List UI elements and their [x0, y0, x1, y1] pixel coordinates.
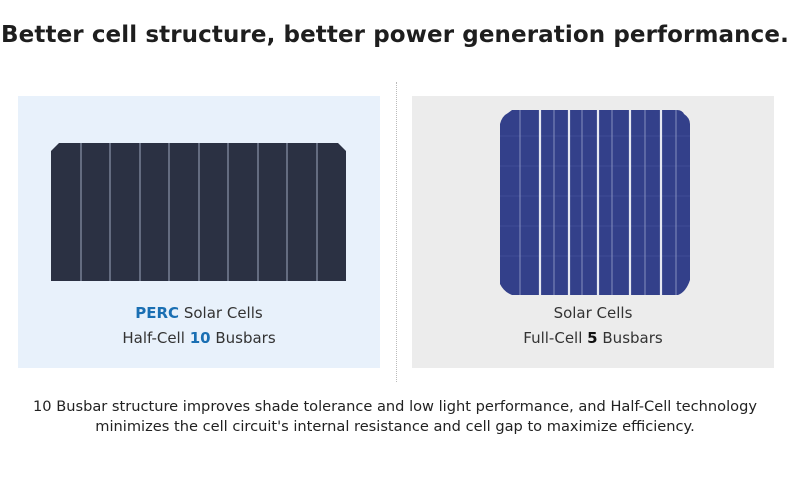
cell-type: PERC Solar Cells	[18, 304, 380, 322]
layout: Full-Cell	[523, 329, 583, 347]
thin-lines	[519, 110, 677, 295]
full-cell-panel: Solar Cells Full-Cell 5 Busbars	[412, 96, 774, 368]
busbar-info: Full-Cell 5 Busbars	[412, 329, 774, 347]
description: 10 Busbar structure improves shade toler…	[33, 398, 757, 435]
cell-name: PERC	[135, 304, 180, 322]
busbars	[80, 143, 318, 281]
busbar-unit: Busbars	[602, 329, 663, 347]
cell-label: Solar Cells	[183, 304, 263, 322]
cell-label: Solar Cells	[553, 304, 633, 322]
divider	[396, 82, 397, 382]
title: Better cell structure, better power gene…	[1, 22, 789, 48]
busbars	[538, 110, 663, 295]
full-cell-image	[500, 110, 690, 295]
layout: Half-Cell	[122, 329, 185, 347]
cell	[500, 110, 690, 295]
busbar-count: 10	[189, 329, 211, 347]
perc-panel: PERC Solar Cells Half-Cell 10 Busbars	[18, 96, 380, 368]
busbar-unit: Busbars	[215, 329, 276, 347]
half-cell-image	[51, 143, 346, 281]
fingers	[500, 135, 690, 257]
busbar-info: Half-Cell 10 Busbars	[18, 329, 380, 347]
busbar-count: 5	[587, 329, 598, 347]
